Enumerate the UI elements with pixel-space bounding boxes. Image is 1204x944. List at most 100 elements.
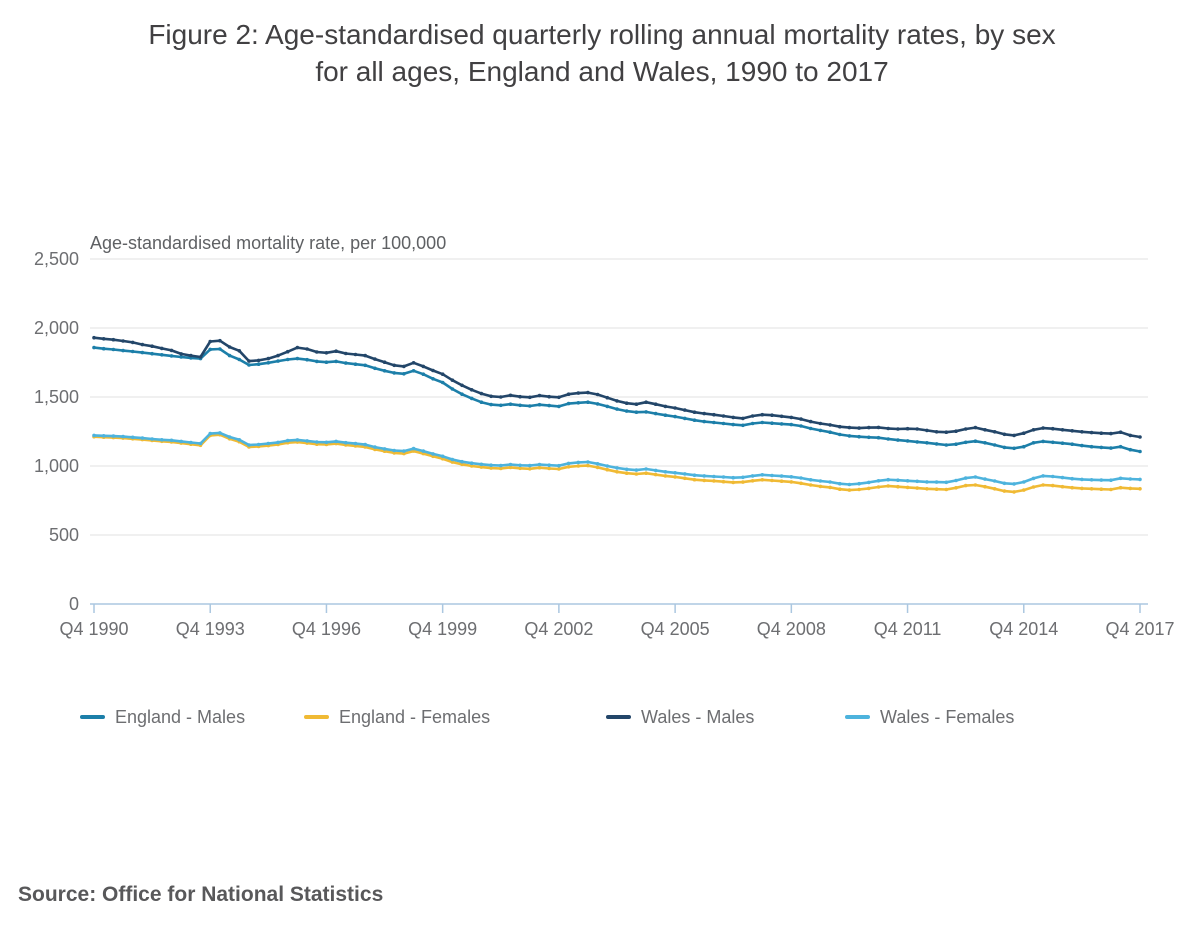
- y-tick-label: 1,000: [34, 456, 79, 476]
- data-point-marker: [828, 485, 832, 490]
- data-point-marker: [324, 351, 329, 355]
- data-point-marker: [683, 472, 687, 476]
- data-point-marker: [847, 488, 852, 492]
- data-point-marker: [624, 471, 629, 476]
- data-point-marker: [934, 480, 939, 484]
- y-tick-label: 0: [69, 594, 79, 614]
- data-point-marker: [537, 462, 542, 467]
- data-point-marker: [779, 422, 784, 426]
- data-point-marker: [741, 475, 745, 480]
- data-point-marker: [876, 425, 881, 430]
- data-point-marker: [915, 479, 919, 484]
- data-point-marker: [460, 392, 464, 397]
- data-point-marker: [886, 484, 890, 488]
- data-point-marker: [227, 435, 232, 439]
- data-point-marker: [460, 383, 464, 388]
- data-point-marker: [857, 434, 861, 439]
- data-point-marker: [944, 430, 949, 435]
- data-point-marker: [712, 474, 716, 479]
- data-point-marker: [663, 413, 668, 418]
- data-point-marker: [683, 416, 687, 421]
- data-point-marker: [1128, 433, 1133, 438]
- data-point-marker: [905, 479, 910, 483]
- data-point-marker: [789, 422, 794, 427]
- data-point-marker: [663, 474, 668, 478]
- data-point-marker: [838, 481, 842, 486]
- x-tick-label: Q4 2014: [989, 619, 1058, 639]
- data-point-marker: [963, 476, 968, 480]
- data-point-marker: [702, 474, 706, 478]
- data-point-marker: [770, 413, 774, 418]
- data-point-marker: [973, 475, 978, 479]
- data-point-marker: [615, 466, 619, 470]
- data-point-marker: [992, 443, 997, 447]
- data-point-marker: [276, 440, 280, 445]
- data-point-marker: [799, 476, 803, 480]
- data-point-marker: [315, 359, 319, 364]
- legend-swatch-wales-males: [606, 715, 631, 719]
- data-point-marker: [431, 377, 435, 381]
- data-point-marker: [1041, 439, 1045, 444]
- data-point-marker: [653, 472, 658, 477]
- data-point-marker: [1002, 489, 1007, 493]
- data-point-marker: [276, 359, 280, 363]
- data-point-marker: [750, 474, 755, 478]
- data-point-marker: [973, 483, 978, 487]
- data-point-marker: [770, 473, 774, 478]
- data-point-marker: [218, 431, 222, 435]
- data-point-marker: [905, 426, 910, 431]
- data-point-marker: [528, 463, 532, 468]
- data-point-marker: [789, 475, 794, 479]
- data-point-marker: [857, 487, 861, 492]
- data-point-marker: [305, 357, 309, 362]
- data-point-marker: [886, 437, 890, 441]
- data-point-marker: [925, 487, 929, 491]
- x-tick-label: Q4 2005: [641, 619, 710, 639]
- data-point-marker: [1051, 474, 1055, 479]
- legend-label-england-females: England - Females: [339, 706, 491, 727]
- data-point-marker: [692, 418, 697, 423]
- x-tick-label: Q4 1999: [408, 619, 477, 639]
- data-point-marker: [140, 342, 145, 347]
- data-point-marker: [499, 466, 503, 471]
- data-point-marker: [460, 462, 464, 467]
- data-point-marker: [528, 404, 532, 408]
- data-point-marker: [702, 411, 706, 416]
- data-point-marker: [750, 421, 755, 426]
- data-point-marker: [760, 420, 765, 425]
- data-point-marker: [576, 401, 581, 405]
- data-point-marker: [189, 440, 193, 445]
- data-point-marker: [1109, 431, 1113, 436]
- data-point-marker: [750, 414, 755, 418]
- data-point-marker: [315, 440, 319, 444]
- data-point-marker: [537, 393, 542, 398]
- data-point-marker: [828, 430, 832, 435]
- data-point-marker: [818, 428, 823, 433]
- data-point-marker: [450, 387, 455, 391]
- legend-item-england-males: England - Males: [80, 704, 245, 730]
- data-point-marker: [499, 463, 503, 468]
- data-point-marker: [208, 431, 212, 436]
- data-point-marker: [411, 446, 416, 451]
- data-point-marker: [353, 362, 358, 367]
- data-point-marker: [808, 419, 813, 424]
- data-point-marker: [605, 467, 610, 472]
- data-point-marker: [838, 424, 842, 429]
- data-point-marker: [731, 480, 735, 485]
- data-point-marker: [615, 407, 619, 411]
- data-point-marker: [644, 467, 648, 471]
- data-point-marker: [169, 354, 174, 358]
- data-point-marker: [353, 441, 358, 446]
- data-point-marker: [712, 420, 716, 425]
- data-point-marker: [760, 473, 765, 477]
- data-point-marker: [828, 423, 832, 427]
- data-point-marker: [721, 475, 726, 479]
- data-point-marker: [344, 361, 348, 365]
- data-point-marker: [237, 357, 242, 362]
- legend-label-wales-males: Wales - Males: [641, 706, 755, 727]
- data-point-marker: [440, 372, 445, 377]
- data-point-marker: [92, 345, 96, 350]
- series-line-wales-males: [92, 336, 1142, 439]
- data-point-marker: [973, 425, 978, 430]
- data-point-marker: [363, 442, 368, 447]
